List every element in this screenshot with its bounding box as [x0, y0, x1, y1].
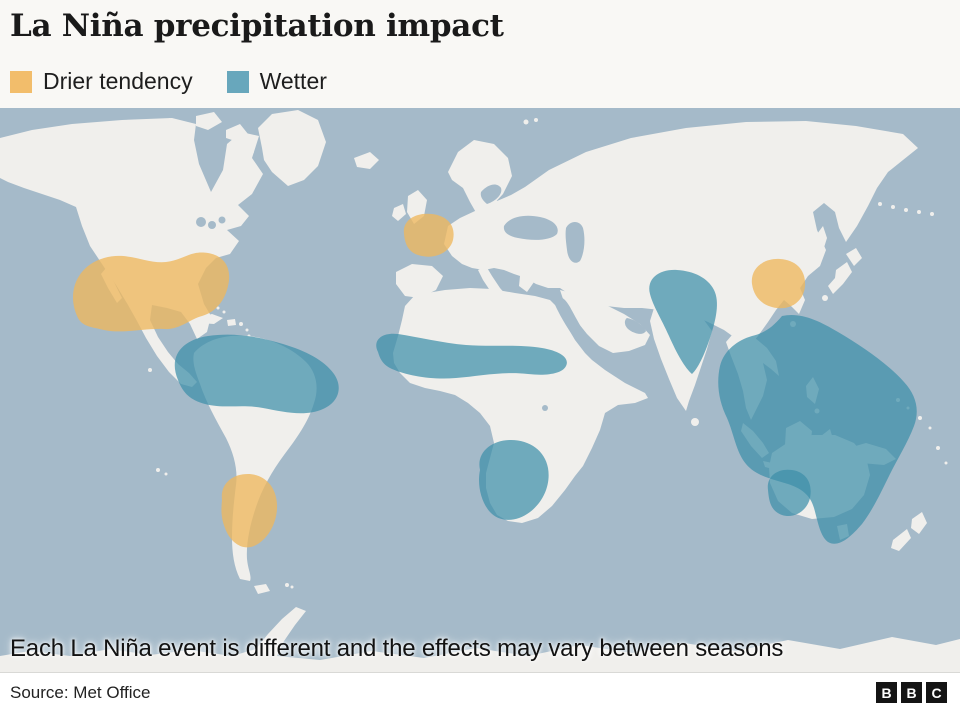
- footer: Source: Met Office B B C: [0, 672, 960, 713]
- drier-swatch: [10, 70, 32, 93]
- drier-eastern-china: [751, 258, 806, 309]
- legend-item-drier: Drier tendency: [10, 68, 193, 95]
- inland-seas: [196, 184, 646, 411]
- legend-item-wetter: Wetter: [226, 68, 327, 95]
- wetter-southwest-australia: [767, 469, 811, 517]
- drier-regions: [73, 213, 806, 548]
- legend: Drier tendency Wetter: [10, 68, 327, 95]
- wetter-west-pacific-australia: [718, 314, 917, 544]
- wetter-southern-africa: [479, 440, 549, 520]
- drier-southern-north-america: [73, 252, 230, 332]
- drier-label: Drier tendency: [43, 68, 193, 94]
- wetter-regions: [174, 269, 917, 544]
- world-map: Each La Niña event is different and the …: [0, 108, 960, 672]
- bbc-logo-letter: B: [901, 682, 922, 703]
- wetter-label: Wetter: [259, 68, 327, 94]
- page-title: La Niña precipitation impact: [10, 8, 504, 44]
- wetter-northern-south-america: [174, 334, 339, 414]
- wetter-swatch: [226, 70, 249, 93]
- source-credit: Source: Met Office: [10, 683, 151, 702]
- wetter-india: [649, 269, 717, 374]
- world-map-svg: [0, 108, 960, 672]
- bbc-logo-letter: B: [876, 682, 897, 703]
- drier-iberia: [403, 213, 454, 257]
- header: La Niña precipitation impact Drier tende…: [0, 0, 960, 108]
- bbc-logo-letter: C: [926, 682, 947, 703]
- wetter-sahel-africa: [376, 333, 567, 379]
- drier-argentina: [221, 474, 278, 548]
- map-caption: Each La Niña event is different and the …: [10, 635, 784, 662]
- bbc-logo: B B C: [876, 682, 947, 703]
